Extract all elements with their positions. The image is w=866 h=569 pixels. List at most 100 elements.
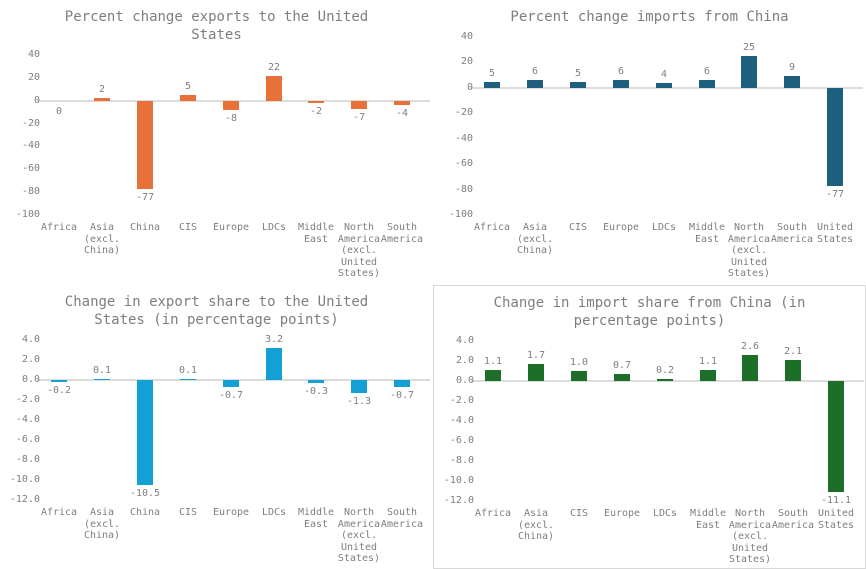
x-category-label: Europe — [212, 222, 250, 233]
y-tick-label: -8.0 — [15, 454, 40, 465]
y-tick-label: -12.0 — [443, 495, 474, 506]
bar-value-label: 22 — [267, 62, 281, 73]
bar-cis — [180, 379, 196, 380]
x-category-label: CIS — [569, 508, 589, 519]
bar-united-states — [828, 381, 844, 492]
x-category-label: Asia (excl. China) — [517, 508, 555, 542]
bar-value-label: 4 — [660, 69, 668, 80]
bar-africa — [484, 81, 500, 88]
bar-ldcs — [266, 348, 282, 380]
bar-value-label: -77 — [825, 189, 845, 200]
y-tick-label: 40 — [27, 49, 40, 60]
bar-value-label: -1.3 — [346, 396, 372, 407]
x-axis-zero-line — [470, 86, 863, 89]
bar-south-america — [785, 360, 801, 381]
y-tick-label: -8.0 — [449, 455, 474, 466]
bar-africa — [51, 380, 67, 382]
bar-middle-east — [308, 100, 324, 103]
bar-south-america — [394, 100, 410, 106]
bar-value-label: 0 — [55, 106, 63, 117]
bar-ldcs — [657, 379, 673, 381]
chart-percent-change-exports-to-us: Percent change exports to the United Sta… — [0, 0, 433, 285]
bar-value-label: 6 — [703, 66, 711, 77]
bar-united-states — [827, 87, 843, 186]
bar-value-label: 2.1 — [783, 346, 803, 357]
bar-value-label: -0.7 — [389, 390, 415, 401]
bar-middle-east — [308, 380, 324, 383]
x-category-label: Middle East — [297, 222, 335, 245]
x-category-label: CIS — [178, 222, 198, 233]
x-category-label: LDCs — [652, 508, 678, 519]
bar-value-label: 1.1 — [483, 356, 503, 367]
bar-value-label: 9 — [788, 62, 796, 73]
y-tick-label: -80 — [21, 186, 40, 197]
chart-change-import-share-from-china: Change in import share from China (in pe… — [433, 285, 866, 569]
bar-value-label: -0.3 — [303, 386, 329, 397]
bar-ldcs — [656, 82, 672, 88]
y-tick-label: 40 — [460, 31, 473, 42]
chart-change-export-share-to-us: Change in export share to the United Sta… — [0, 285, 433, 569]
bar-value-label: -77 — [135, 192, 155, 203]
x-category-label: Middle East — [689, 508, 727, 531]
y-tick-label: 2.0 — [455, 355, 474, 366]
chart-title: Percent change imports from China — [510, 9, 789, 25]
y-tick-label: 20 — [27, 72, 40, 83]
bar-value-label: 2.6 — [740, 341, 760, 352]
x-category-label: South America — [380, 222, 424, 245]
x-category-label: Africa — [474, 508, 512, 519]
chart-percent-change-imports-from-china: Percent change imports from China 40 20 0 -2… — [433, 0, 866, 285]
bar-asia-excl-china — [528, 364, 544, 381]
y-tick-label: -2.0 — [15, 394, 40, 405]
bar-value-label: 6 — [531, 66, 539, 77]
bar-value-label: 25 — [742, 42, 756, 53]
x-category-label: LDCs — [651, 222, 677, 233]
y-tick-label: -40 — [454, 133, 473, 144]
bar-value-label: 0.7 — [612, 360, 632, 371]
x-category-label: Asia (excl. China) — [83, 507, 121, 541]
x-category-label: Europe — [602, 222, 640, 233]
bar-middle-east — [699, 80, 715, 88]
bar-value-label: 0.2 — [655, 365, 675, 376]
bar-value-label: 1.1 — [698, 356, 718, 367]
x-category-label: South America — [770, 222, 814, 245]
y-tick-label: -12.0 — [9, 494, 40, 505]
bar-north-america-excl-united-states — [741, 56, 757, 88]
y-tick-label: 0 — [466, 82, 473, 93]
y-tick-label: -10.0 — [443, 475, 474, 486]
x-category-label: CIS — [178, 507, 198, 518]
y-tick-label: -6.0 — [15, 434, 40, 445]
bar-value-label: 5 — [488, 68, 496, 79]
x-category-label: North America (excl. United States) — [337, 507, 381, 564]
y-tick-label: 20 — [460, 56, 473, 67]
bar-asia-excl-china — [94, 98, 110, 101]
bar-value-label: 5 — [574, 68, 582, 79]
bar-europe — [614, 374, 630, 381]
x-category-label: Asia (excl. China) — [83, 222, 121, 256]
x-category-label: China — [129, 222, 161, 233]
y-tick-label: 0.0 — [455, 375, 474, 386]
bar-value-label: 0.1 — [92, 365, 112, 376]
y-tick-label: 4.0 — [455, 335, 474, 346]
bar-asia-excl-china — [94, 379, 110, 380]
x-category-label: LDCs — [261, 507, 287, 518]
bar-asia-excl-china — [527, 80, 543, 88]
bar-value-label: 1.0 — [569, 357, 589, 368]
bar-africa — [485, 370, 501, 381]
bar-value-label: -0.2 — [46, 385, 72, 396]
bar-value-label: 2 — [98, 84, 106, 95]
bar-value-label: -4 — [395, 108, 409, 119]
x-category-label: Africa — [473, 222, 511, 233]
x-category-label: China — [129, 507, 161, 518]
x-category-label: North America (excl. United States) — [728, 508, 772, 565]
y-tick-label: 2.0 — [21, 354, 40, 365]
bar-ldcs — [266, 75, 282, 101]
y-tick-label: -20 — [21, 118, 40, 129]
bar-china — [137, 380, 153, 485]
x-category-label: Europe — [603, 508, 641, 519]
chart-title: Change in export share to the United Sta… — [64, 294, 369, 328]
x-category-label: North America (excl. United States) — [337, 222, 381, 279]
y-tick-label: -4.0 — [449, 415, 474, 426]
y-tick-label: 4.0 — [21, 334, 40, 345]
bar-cis — [571, 371, 587, 381]
x-category-label: Europe — [212, 507, 250, 518]
